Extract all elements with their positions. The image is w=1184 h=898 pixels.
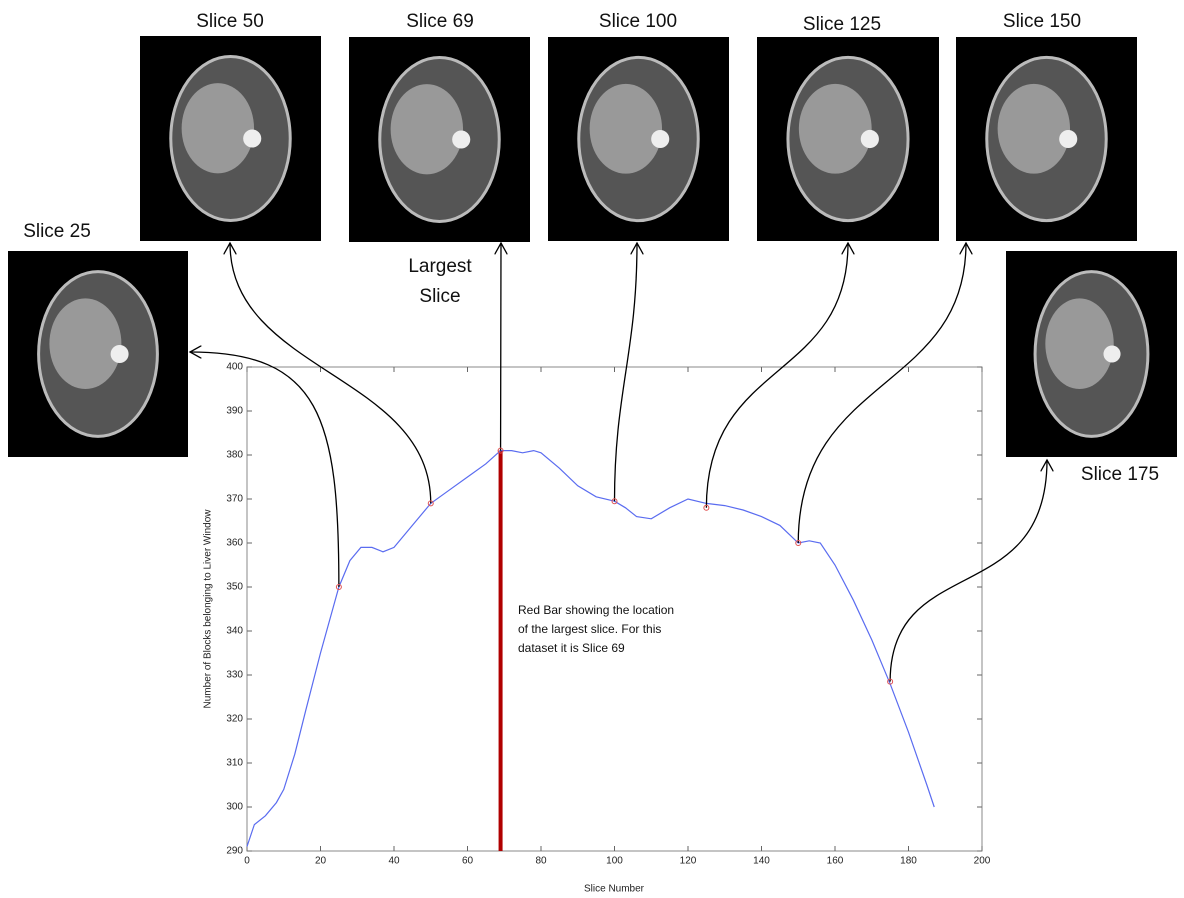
ct-organ	[182, 83, 254, 173]
y-tick-label: 360	[226, 538, 243, 549]
x-tick-label: 80	[535, 856, 547, 867]
x-tick-label: 200	[974, 856, 991, 867]
ct-spine	[111, 345, 129, 363]
annotation: dataset it is Slice 69	[518, 641, 625, 655]
x-tick-label: 20	[315, 856, 327, 867]
ct-organ	[391, 84, 463, 174]
ct-spine	[861, 130, 879, 148]
y-axis-label: Number of Blocks belonging to Liver Wind…	[203, 509, 214, 709]
figure: Slice Number Number of Blocks belonging …	[0, 0, 1184, 898]
x-axis-label: Slice Number	[584, 884, 645, 895]
y-tick-label: 290	[226, 846, 243, 857]
slice-label: Slice 69	[406, 11, 474, 32]
x-tick-label: 40	[388, 856, 400, 867]
ct-spine	[1103, 345, 1120, 362]
y-tick-label: 370	[226, 494, 243, 505]
y-tick-label: 340	[226, 626, 243, 637]
y-tick-label: 300	[226, 802, 243, 813]
y-tick-label: 350	[226, 582, 243, 593]
ct-organ	[998, 84, 1070, 174]
y-tick-label: 310	[226, 758, 243, 769]
annotation: of the largest slice. For this	[518, 622, 661, 636]
slice-label: Slice 50	[196, 11, 264, 32]
ct-spine	[651, 130, 669, 148]
slice-label: Slice 175	[1081, 464, 1159, 485]
ct-organ	[799, 84, 872, 174]
ct-organ	[590, 84, 662, 174]
annotation: Red Bar showing the location	[518, 603, 674, 617]
largest-label: Largest	[408, 256, 472, 277]
slice-label: Slice 150	[1003, 11, 1081, 32]
slice-label: Slice 25	[23, 221, 91, 242]
ct-organ	[1045, 298, 1113, 389]
ct-organ	[49, 298, 121, 389]
x-tick-label: 0	[244, 856, 250, 867]
y-tick-label: 400	[226, 362, 243, 373]
x-tick-label: 120	[680, 856, 697, 867]
largest-label: Slice	[419, 286, 460, 307]
x-tick-label: 180	[900, 856, 917, 867]
ct-spine	[1059, 130, 1077, 148]
y-tick-label: 380	[226, 450, 243, 461]
slice-label: Slice 125	[803, 14, 881, 35]
ct-spine	[452, 130, 470, 148]
x-tick-label: 100	[606, 856, 623, 867]
slice-label: Slice 100	[599, 11, 677, 32]
x-tick-label: 160	[827, 856, 844, 867]
highlight-bar	[499, 451, 503, 851]
x-tick-label: 60	[462, 856, 474, 867]
y-tick-label: 320	[226, 714, 243, 725]
x-tick-label: 140	[753, 856, 770, 867]
y-tick-label: 330	[226, 670, 243, 681]
ct-spine	[243, 129, 261, 147]
y-tick-label: 390	[226, 406, 243, 417]
page: {"chart_data": { "type": "line", "xlabel…	[0, 0, 1184, 898]
